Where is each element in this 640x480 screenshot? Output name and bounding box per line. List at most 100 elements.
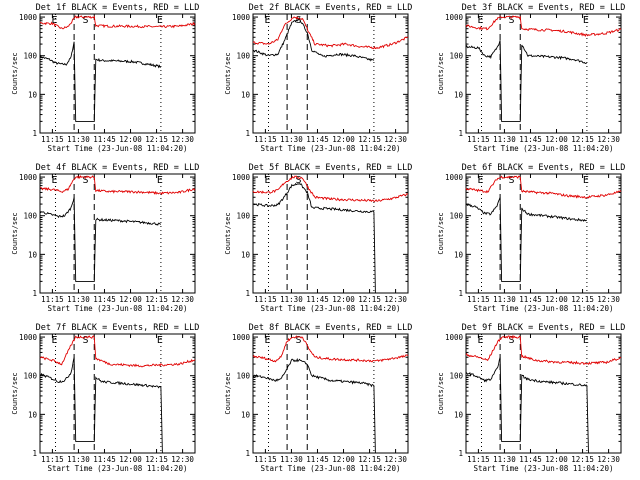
y-tick-label: 100 <box>23 372 37 381</box>
x-tick-label: 11:15 <box>41 295 64 304</box>
x-tick-label: 12:30 <box>597 135 620 144</box>
marker-e-end: E <box>583 335 589 346</box>
marker-e-end: E <box>370 175 376 186</box>
marker-e-end: E <box>583 15 589 26</box>
y-axis-label: Counts/sec <box>11 212 19 254</box>
x-tick-label: 11:15 <box>254 455 277 464</box>
x-tick-label: 12:30 <box>171 295 194 304</box>
x-tick-label: 12:00 <box>545 455 568 464</box>
x-tick-label: 12:15 <box>358 135 381 144</box>
x-axis-label: Start Time (23-Jun-08 11:04:20) <box>48 144 188 153</box>
marker-e-start: E <box>265 15 271 26</box>
y-tick-label: 10 <box>454 90 464 99</box>
series-line-lld <box>39 15 196 30</box>
chart-title: Det 9f BLACK = Events, RED = LLD <box>462 323 626 333</box>
chart-title: Det 6f BLACK = Events, RED = LLD <box>462 163 626 173</box>
x-tick-label: 12:30 <box>597 455 620 464</box>
y-axis-label: Counts/sec <box>437 52 445 94</box>
x-tick-label: 12:30 <box>384 295 407 304</box>
x-tick-label: 12:30 <box>384 455 407 464</box>
x-tick-label: 11:45 <box>519 455 542 464</box>
chart-title: Det 4f BLACK = Events, RED = LLD <box>36 163 200 173</box>
x-axis-label: Start Time (23-Jun-08 11:04:20) <box>474 144 614 153</box>
marker-e-end: E <box>157 15 163 26</box>
x-tick-label: 11:45 <box>306 295 329 304</box>
plot-frame <box>39 13 196 134</box>
x-tick-label: 11:30 <box>67 135 90 144</box>
y-axis-label: Counts/sec <box>224 212 232 254</box>
series-line-events <box>39 41 162 122</box>
x-tick-label: 12:00 <box>545 135 568 144</box>
marker-e-end: E <box>157 175 163 186</box>
y-tick-label: 100 <box>449 52 463 61</box>
y-tick-label: 100 <box>23 212 37 221</box>
y-tick-label: 100 <box>236 52 250 61</box>
marker-e-end: E <box>157 335 163 346</box>
x-tick-label: 11:45 <box>93 135 116 144</box>
chart-panel-4: Det 4f BLACK = Events, RED = LLD 1 10 100 10… <box>11 163 199 313</box>
x-axis-label: Start Time (23-Jun-08 11:04:20) <box>48 304 188 313</box>
y-tick-label: 10 <box>28 250 38 259</box>
y-tick-label: 100 <box>236 372 250 381</box>
y-tick-label: 1000 <box>232 333 251 342</box>
y-axis-label: Counts/sec <box>224 52 232 94</box>
chart-panel-5: Det 5f BLACK = Events, RED = LLD 1 10 100 10… <box>224 163 412 313</box>
marker-s: S <box>83 175 89 186</box>
x-tick-label: 12:15 <box>145 295 168 304</box>
series-line-events <box>252 357 376 454</box>
y-tick-label: 10 <box>28 90 38 99</box>
y-tick-label: 10 <box>241 90 251 99</box>
y-tick-label: 1 <box>32 129 37 138</box>
marker-e-start: E <box>52 335 58 346</box>
x-tick-label: 11:15 <box>254 135 277 144</box>
y-axis-label: Counts/sec <box>224 372 232 414</box>
y-tick-label: 1000 <box>445 333 464 342</box>
y-tick-label: 100 <box>236 212 250 221</box>
x-tick-label: 11:15 <box>41 135 64 144</box>
y-axis-label: Counts/sec <box>11 372 19 414</box>
chart-title: Det 2f BLACK = Events, RED = LLD <box>249 3 413 13</box>
plot-frame <box>252 173 409 294</box>
chart-panel-8: Det 8f BLACK = Events, RED = LLD 1 10 100 10… <box>224 323 412 473</box>
series-line-lld <box>465 15 622 38</box>
x-tick-label: 12:15 <box>145 455 168 464</box>
y-axis-label: Counts/sec <box>11 52 19 94</box>
series-line-events <box>465 357 589 454</box>
plot-frame <box>252 333 409 454</box>
series-line-events <box>465 197 588 282</box>
x-tick-label: 12:30 <box>597 295 620 304</box>
series-line-events <box>252 17 375 62</box>
x-axis-label: Start Time (23-Jun-08 11:04:20) <box>261 144 401 153</box>
marker-s: S <box>296 15 302 26</box>
y-tick-label: 1 <box>32 289 37 298</box>
marker-e-start: E <box>265 175 271 186</box>
series-line-lld <box>39 175 196 196</box>
y-tick-label: 1 <box>32 449 37 458</box>
x-tick-label: 11:30 <box>280 455 303 464</box>
x-tick-label: 11:30 <box>280 295 303 304</box>
x-axis-label: Start Time (23-Jun-08 11:04:20) <box>474 304 614 313</box>
marker-e-end: E <box>370 15 376 26</box>
x-tick-label: 11:30 <box>67 455 90 464</box>
marker-e-end: E <box>583 175 589 186</box>
x-tick-label: 12:15 <box>358 455 381 464</box>
chart-panel-1: Det 1f BLACK = Events, RED = LLD 1 10 100 10… <box>11 3 199 153</box>
y-tick-label: 1000 <box>19 333 38 342</box>
series-line-events <box>253 182 376 294</box>
series-line-events <box>39 357 163 454</box>
x-tick-label: 11:30 <box>280 135 303 144</box>
y-tick-label: 10 <box>28 410 38 419</box>
x-tick-label: 11:45 <box>93 455 116 464</box>
x-tick-label: 12:15 <box>358 295 381 304</box>
chart-title: Det 5f BLACK = Events, RED = LLD <box>249 163 413 173</box>
chart-panel-3: Det 3f BLACK = Events, RED = LLD 1 10 100 10… <box>437 3 625 153</box>
x-tick-label: 11:30 <box>493 135 516 144</box>
y-axis-label: Counts/sec <box>437 372 445 414</box>
x-axis-label: Start Time (23-Jun-08 11:04:20) <box>261 304 401 313</box>
y-tick-label: 1000 <box>232 13 251 22</box>
plot-frame <box>465 333 622 454</box>
x-tick-label: 12:00 <box>332 295 355 304</box>
x-tick-label: 12:30 <box>171 455 194 464</box>
chart-title: Det 7f BLACK = Events, RED = LLD <box>36 323 200 333</box>
y-tick-label: 10 <box>454 250 464 259</box>
